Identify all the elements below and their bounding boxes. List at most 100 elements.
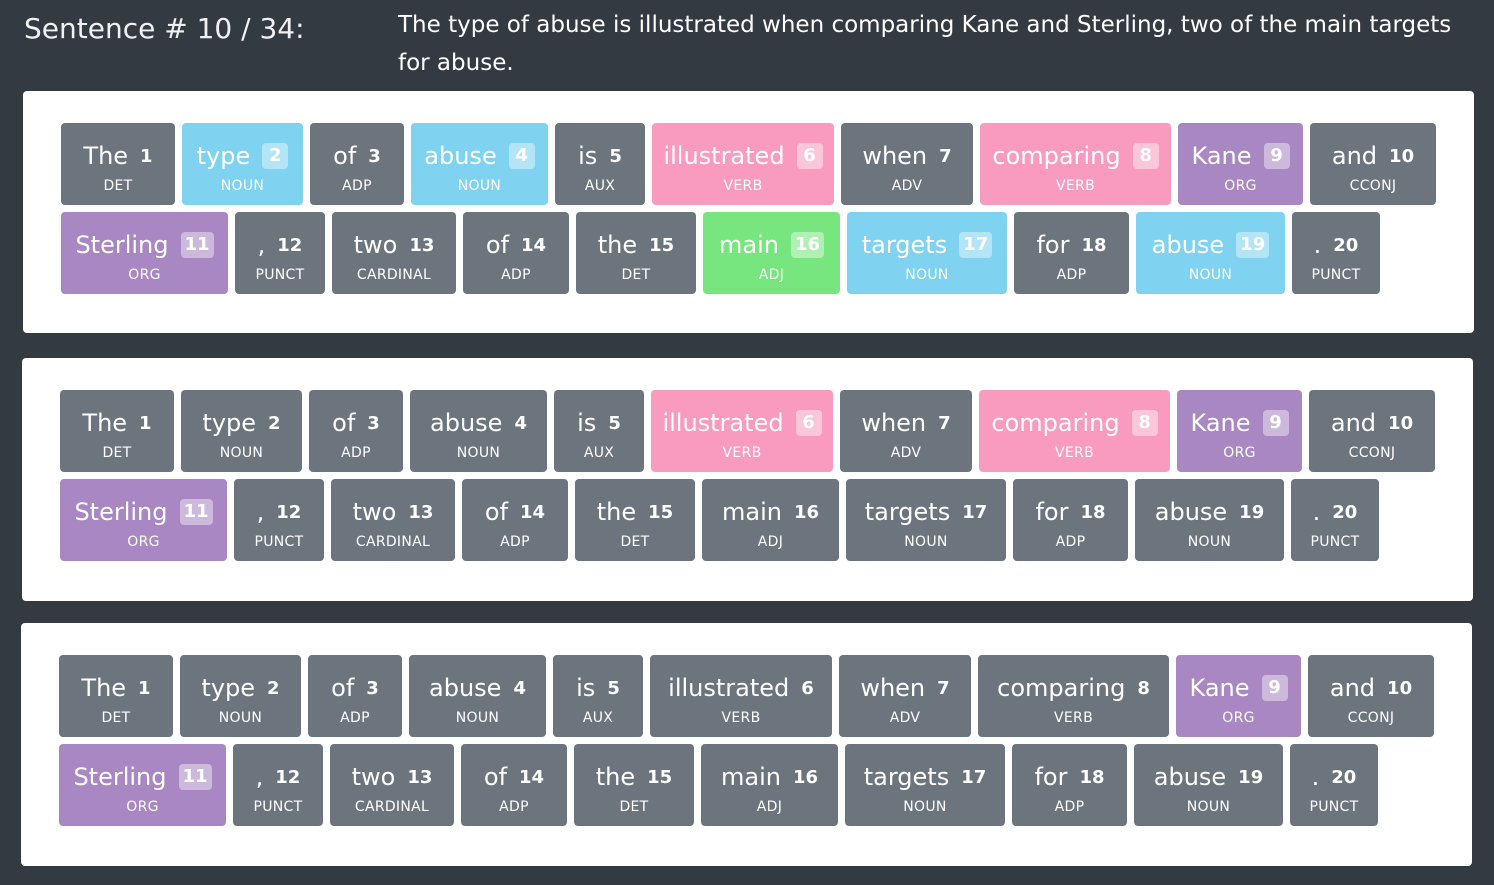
token-chip[interactable]: abuse 19 NOUN [1134, 744, 1283, 826]
token-chip[interactable]: of 3 ADP [310, 123, 404, 205]
token-chip[interactable]: Kane 9 ORG [1176, 655, 1301, 737]
token-word: . [1312, 498, 1321, 526]
token-chip[interactable]: and 10 CCONJ [1309, 390, 1435, 472]
token-chip[interactable]: The 1 DET [60, 390, 174, 472]
token-index: 13 [409, 234, 435, 256]
token-chip[interactable]: is 5 AUX [553, 655, 643, 737]
token-row: Sterling 11 ORG, 12 PUNCT two 13 CARDINAL of 14 AD… [59, 744, 1472, 826]
token-header: Sterling 11 [75, 223, 214, 267]
token-chip[interactable]: main 16 ADJ [703, 212, 840, 294]
token-word: comparing [991, 409, 1120, 437]
token-index: 19 [1238, 766, 1264, 788]
token-chip[interactable]: targets 17 NOUN [847, 212, 1007, 294]
token-chip[interactable]: type 2 NOUN [180, 655, 301, 737]
token-word: main [718, 231, 779, 259]
token-chip[interactable]: comparing 8 VERB [980, 123, 1171, 205]
token-chip[interactable]: for 18 ADP [1012, 744, 1127, 826]
token-pos-tag: PUNCT [1309, 799, 1359, 815]
token-chip[interactable]: illustrated 6 VERB [651, 390, 833, 472]
token-chip[interactable]: , 12 PUNCT [234, 479, 324, 561]
token-index: 12 [277, 234, 303, 256]
annotation-panel-3: The 1 DET type 2 NOUN of 3 ADP abuse 4 NOUN is 5 AUX il… [21, 623, 1472, 866]
token-chip[interactable]: abuse 4 NOUN [411, 123, 548, 205]
token-word: is [576, 674, 596, 702]
token-chip[interactable]: main 16 ADJ [702, 479, 839, 561]
token-chip[interactable]: targets 17 NOUN [845, 744, 1005, 826]
token-chip[interactable]: abuse 4 NOUN [410, 390, 547, 472]
token-chip[interactable]: of 14 ADP [463, 212, 569, 294]
token-chip[interactable]: Sterling 11 ORG [60, 479, 227, 561]
token-chip[interactable]: illustrated 6 VERB [652, 123, 834, 205]
token-header: , 12 [256, 755, 301, 799]
token-chip[interactable]: abuse 19 NOUN [1135, 479, 1284, 561]
token-chip[interactable]: comparing 8 VERB [978, 655, 1169, 737]
token-chip[interactable]: illustrated 6 VERB [650, 655, 832, 737]
token-chip[interactable]: the 15 DET [576, 212, 696, 294]
token-chip[interactable]: when 7 ADV [841, 123, 973, 205]
token-chip[interactable]: of 3 ADP [309, 390, 403, 472]
token-pos-tag: NOUN [903, 799, 947, 815]
token-header: comparing 8 [991, 401, 1158, 445]
token-word: of [333, 142, 357, 170]
token-index: 8 [1137, 677, 1150, 699]
token-chip[interactable]: is 5 AUX [555, 123, 645, 205]
token-chip[interactable]: and 10 CCONJ [1310, 123, 1436, 205]
token-chip[interactable]: The 1 DET [59, 655, 173, 737]
token-word: The [83, 142, 129, 170]
token-chip[interactable]: when 7 ADV [839, 655, 971, 737]
token-header: type 2 [202, 401, 280, 445]
token-word: Sterling [73, 763, 167, 791]
token-chip[interactable]: . 20 PUNCT [1292, 212, 1380, 294]
token-chip[interactable]: type 2 NOUN [182, 123, 303, 205]
token-word: is [577, 409, 597, 437]
token-word: type [201, 674, 256, 702]
token-word: , [255, 763, 264, 791]
token-chip[interactable]: of 14 ADP [462, 479, 568, 561]
token-chip[interactable]: . 20 PUNCT [1291, 479, 1379, 561]
token-pos-tag: ADP [1056, 267, 1087, 283]
token-index: 6 [796, 143, 823, 169]
token-chip[interactable]: Kane 9 ORG [1177, 390, 1302, 472]
token-chip[interactable]: is 5 AUX [554, 390, 644, 472]
token-word: abuse [1153, 763, 1227, 791]
token-pos-tag: ADP [1054, 799, 1085, 815]
token-chip[interactable]: comparing 8 VERB [979, 390, 1170, 472]
token-chip[interactable]: of 14 ADP [461, 744, 567, 826]
token-chip[interactable]: Sterling 11 ORG [61, 212, 228, 294]
token-chip[interactable]: type 2 NOUN [181, 390, 302, 472]
token-chip[interactable]: of 3 ADP [308, 655, 402, 737]
token-header: of 14 [486, 223, 546, 267]
token-chip[interactable]: when 7 ADV [840, 390, 972, 472]
token-chip[interactable]: . 20 PUNCT [1290, 744, 1378, 826]
token-header: type 2 [197, 134, 289, 178]
token-chip[interactable]: the 15 DET [574, 744, 694, 826]
token-chip[interactable]: and 10 CCONJ [1308, 655, 1434, 737]
token-chip[interactable]: abuse 4 NOUN [409, 655, 546, 737]
token-chip[interactable]: the 15 DET [575, 479, 695, 561]
token-chip[interactable]: two 13 CARDINAL [331, 479, 455, 561]
token-chip[interactable]: abuse 19 NOUN [1136, 212, 1285, 294]
token-chip[interactable]: for 18 ADP [1013, 479, 1128, 561]
token-header: abuse 4 [429, 666, 526, 710]
token-chip[interactable]: Kane 9 ORG [1178, 123, 1303, 205]
token-chip[interactable]: The 1 DET [61, 123, 175, 205]
token-word: of [484, 498, 509, 526]
token-word: illustrated [662, 409, 784, 437]
token-index: 17 [959, 232, 993, 258]
annotation-panel-1: The 1 DET type 2 NOUN of 3 ADP abuse 4 NOUN is 5 AUX il… [23, 91, 1474, 333]
token-index: 11 [178, 764, 212, 790]
token-index: 6 [795, 410, 822, 436]
token-header: The 1 [83, 134, 152, 178]
token-chip[interactable]: for 18 ADP [1014, 212, 1129, 294]
token-header: abuse 19 [1152, 223, 1270, 267]
token-chip[interactable]: main 16 ADJ [701, 744, 838, 826]
token-chip[interactable]: two 13 CARDINAL [330, 744, 454, 826]
token-chip[interactable]: , 12 PUNCT [233, 744, 323, 826]
token-word: the [597, 231, 638, 259]
token-pos-tag: ADJ [757, 534, 784, 550]
token-chip[interactable]: , 12 PUNCT [235, 212, 325, 294]
token-chip[interactable]: Sterling 11 ORG [59, 744, 226, 826]
annotation-panel-2: The 1 DET type 2 NOUN of 3 ADP abuse 4 NOUN is 5 AUX il… [22, 358, 1473, 601]
token-chip[interactable]: two 13 CARDINAL [332, 212, 456, 294]
token-chip[interactable]: targets 17 NOUN [846, 479, 1006, 561]
